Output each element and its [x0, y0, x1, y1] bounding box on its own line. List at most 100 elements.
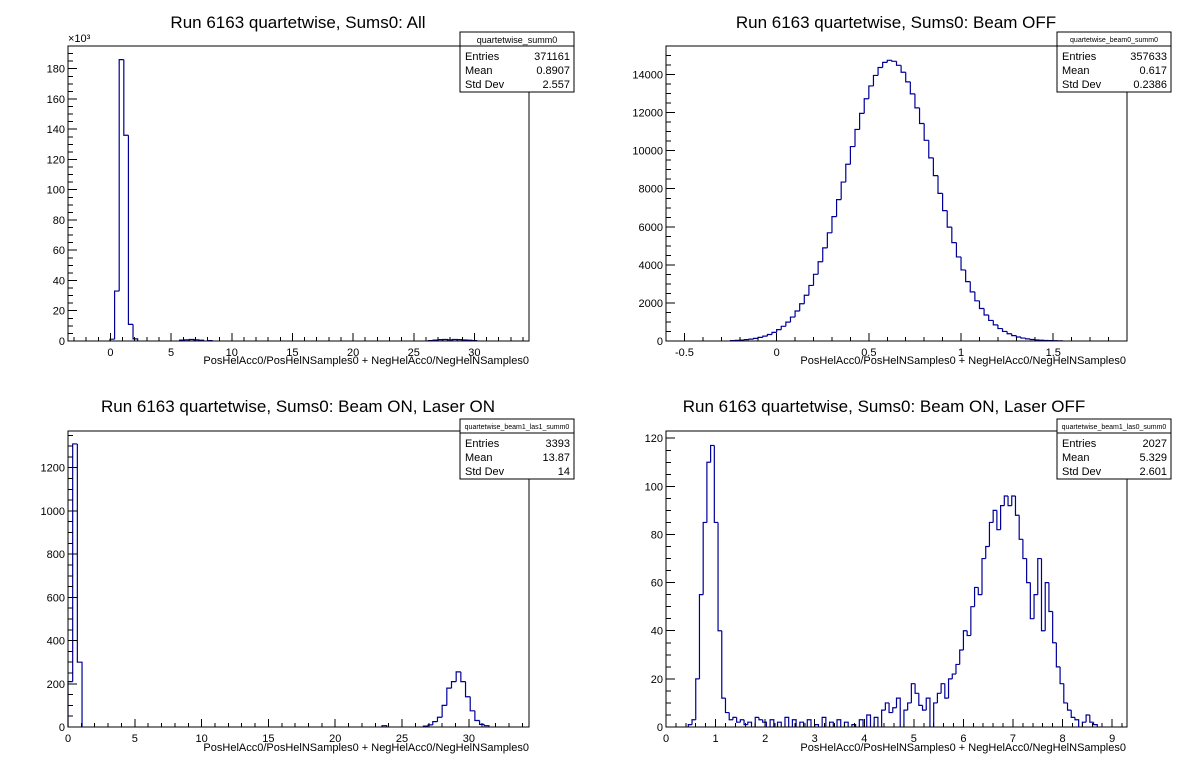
histogram-bin [895, 61, 902, 66]
histogram-bin [687, 723, 693, 727]
histogram-bin [965, 269, 971, 283]
statsbox-entries-label: Entries [465, 438, 500, 450]
statsbox-mean-label: Mean [465, 452, 493, 464]
x-tick-label: 10 [226, 347, 238, 359]
x-tick-label: 5 [168, 347, 174, 359]
statsbox-std-label: Std Dev [1062, 466, 1102, 478]
x-tick-label: 4 [861, 733, 867, 745]
y-tick-label: 40 [651, 626, 663, 638]
pad-beam-off-statsbox: quartetwise_beam0_summ0 Entries 357633 M… [1056, 31, 1172, 93]
histogram-bin [752, 337, 759, 340]
histogram-bin [947, 678, 953, 699]
y-tick-label: 10000 [632, 146, 663, 158]
x-tick-label: 6 [960, 733, 966, 745]
histogram-bin [854, 128, 860, 147]
y-tick-label: 20 [651, 674, 663, 686]
x-tick-label: 5 [911, 733, 917, 745]
pad-laser-on-axis-ticks: 0 5 10 15 20 25 30 0 200 400 600 800 1000 1200 [41, 434, 523, 745]
pad-laser-on-frame [67, 430, 530, 728]
histogram-bin [951, 227, 957, 244]
pad-all-histogram [109, 59, 478, 342]
pad-beam-off-xlabel: PosHelAcc0/PosHelNSamples0 + NegHelAcc0/… [800, 355, 1126, 367]
histogram-bin [771, 331, 777, 335]
histogram-bin [799, 721, 805, 727]
histogram-bin [1070, 710, 1075, 718]
histogram-bin [1011, 495, 1016, 506]
pad-all-statsbox: quartetwise_summ0 Entries 371161 Mean 0.… [459, 31, 575, 93]
histogram-bin [808, 284, 814, 296]
histogram-bin [1006, 331, 1012, 335]
x-tick-label: 25 [408, 347, 420, 359]
histogram-bin [928, 140, 934, 159]
histogram-bin [455, 671, 461, 682]
x-tick-label: 2 [762, 733, 768, 745]
histogram-bin [721, 630, 726, 699]
pad-laser-off-xlabel: PosHelAcc0/PosHelNSamples0 + NegHelAcc0/… [800, 742, 1126, 754]
y-tick-label: 40 [53, 275, 65, 287]
histogram-bin [933, 702, 938, 727]
histogram-bin [1001, 328, 1008, 333]
histogram-bin [895, 697, 901, 727]
histogram-bin [985, 545, 990, 559]
histogram-bin [997, 324, 1003, 330]
histogram-bin [698, 594, 704, 679]
histogram-bin [868, 85, 874, 99]
histogram-bin [1063, 683, 1068, 704]
statsbox-entries-value: 2027 [1143, 438, 1167, 450]
histogram-bin [970, 606, 975, 636]
y-tick-label: 0 [59, 336, 65, 348]
histogram-bin [1026, 558, 1031, 584]
histogram-bin [1066, 702, 1072, 711]
histogram-bin [747, 721, 753, 727]
histogram-bin [981, 557, 986, 595]
histogram-bin [826, 232, 832, 248]
pad-all: Run 6163 quartetwise, Sums0: All ×10³ 0 5… [47, 13, 575, 367]
x-tick-label: 5 [132, 733, 138, 745]
y-tick-label: 12000 [632, 108, 663, 120]
histogram-bin [822, 247, 828, 262]
histogram-bin [1040, 558, 1046, 632]
histogram-bin [914, 683, 919, 694]
histogram-bin [1024, 338, 1031, 340]
x-tick-label: 8 [1059, 733, 1065, 745]
histogram-bin [1044, 582, 1049, 631]
histogram-bin [977, 587, 983, 596]
y-tick-label: 60 [53, 245, 65, 257]
histogram-bin [1020, 336, 1026, 339]
histogram-bin [728, 712, 733, 721]
y-tick-label: 20 [53, 306, 65, 318]
histogram-bin [1085, 714, 1090, 723]
histogram-bin [988, 315, 994, 322]
histogram-bin [910, 683, 916, 703]
y-tick-label: 120 [645, 433, 663, 445]
y-tick-label: 80 [53, 215, 65, 227]
histogram-bin [1007, 495, 1012, 507]
histogram-bin [441, 704, 447, 718]
statsbox-std-label: Std Dev [1062, 79, 1102, 91]
statsbox-mean-value: 0.8907 [536, 65, 570, 77]
histogram-bin [762, 719, 767, 727]
histogram-bin [863, 98, 869, 114]
statsbox-mean-label: Mean [465, 65, 493, 77]
statsbox-std-value: 2.557 [542, 79, 570, 91]
x-tick-label: 0 [107, 347, 113, 359]
histogram-bin [918, 107, 925, 125]
pad-all-y-multiplier: ×10³ [68, 33, 91, 45]
histogram-bin [974, 291, 980, 302]
histogram-bin [909, 81, 915, 95]
histogram-bin [713, 445, 719, 524]
histogram-bin [474, 710, 480, 722]
y-tick-label: 140 [47, 124, 65, 136]
histogram-bin [717, 522, 722, 632]
y-tick-label: 8000 [639, 184, 663, 196]
x-tick-label: 1.5 [1046, 347, 1061, 359]
histogram-bin [706, 461, 711, 523]
histogram-bin [123, 59, 129, 136]
histogram-bin [973, 586, 979, 607]
statsbox-entries-label: Entries [1062, 438, 1097, 450]
statsbox-std-label: Std Dev [465, 466, 505, 478]
pad-beam-off-title: Run 6163 quartetwise, Sums0: Beam OFF [736, 13, 1056, 32]
statsbox-name: quartetwise_beam0_summ0 [1070, 37, 1158, 44]
statsbox-frame [459, 31, 575, 93]
